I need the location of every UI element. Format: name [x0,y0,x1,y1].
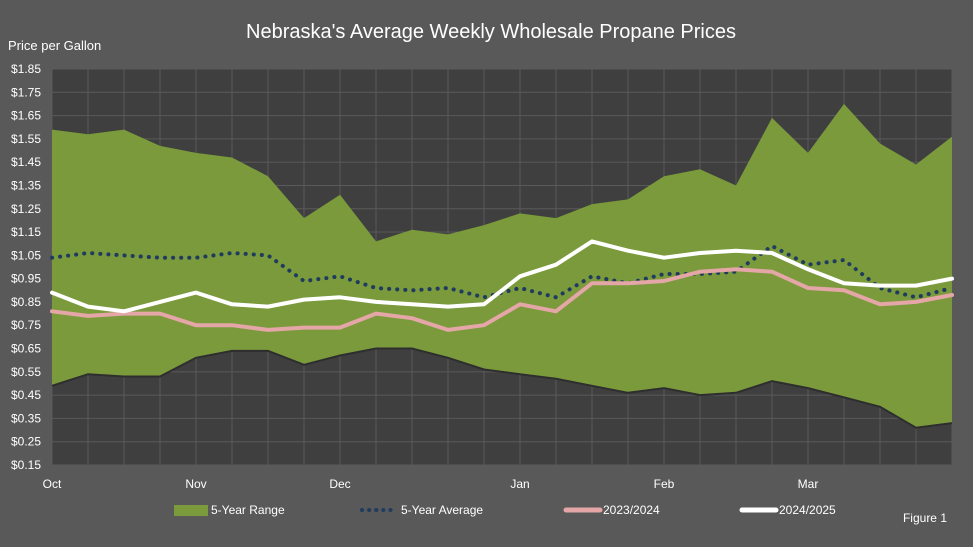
y-tick-label: $1.25 [11,202,41,216]
y-tick-label: $0.25 [11,435,41,449]
x-tick-label-oct: Oct [43,477,62,491]
y-tick-label: $0.65 [11,342,41,356]
y-tick-label: $1.75 [11,85,41,99]
series-5-year-range-area [52,103,952,428]
y-tick-label: $0.45 [11,388,41,402]
series-5-year-range-lower-edge [51,347,953,429]
legend-label-2023-2024: 2023/2024 [603,503,660,517]
chart-title: Nebraska's Average Weekly Wholesale Prop… [246,21,736,43]
legend-swatch-5-year-range [174,505,208,516]
y-tick-label: $1.35 [11,178,41,192]
y-tick-label: $1.05 [11,248,41,262]
figure-label: Figure 1 [903,511,947,525]
y-tick-label: $1.55 [11,132,41,146]
y-tick-label: $1.15 [11,225,41,239]
y-axis-label: Price per Gallon [8,38,101,53]
series-lines-layer [50,239,954,332]
y-tick-labels: $0.15 $0.25 $0.35 $0.45 $0.55 $0.65 $0.75 $0.85… [11,62,41,472]
y-tick-label: $0.85 [11,295,41,309]
y-tick-label: $1.85 [11,62,41,76]
x-tick-label-nov: Nov [185,477,206,491]
x-tick-label-dec: Dec [329,477,350,491]
legend: 5-Year Range 5-Year Average 2023/2024 20… [174,503,836,517]
y-tick-label: $0.95 [11,272,41,286]
x-tick-label-feb: Feb [654,477,675,491]
x-tick-label-jan: Jan [510,477,529,491]
y-tick-label: $0.75 [11,318,41,332]
series-line-2023-2024 [50,267,954,332]
x-tick-label-mar: Mar [798,477,819,491]
y-tick-label: $0.55 [11,365,41,379]
series-line-2024-2025 [50,239,954,314]
legend-label-5-year-average: 5-Year Average [401,503,483,517]
range-area-layer [51,103,953,429]
x-tick-labels: Oct Nov Dec Jan Feb Mar [43,477,819,491]
y-tick-label: $0.35 [11,411,41,425]
legend-label-2024-2025: 2024/2025 [779,503,836,517]
y-tick-label: $1.65 [11,109,41,123]
y-tick-label: $0.15 [11,458,41,472]
y-tick-label: $1.45 [11,155,41,169]
legend-label-5-year-range: 5-Year Range [211,503,285,517]
